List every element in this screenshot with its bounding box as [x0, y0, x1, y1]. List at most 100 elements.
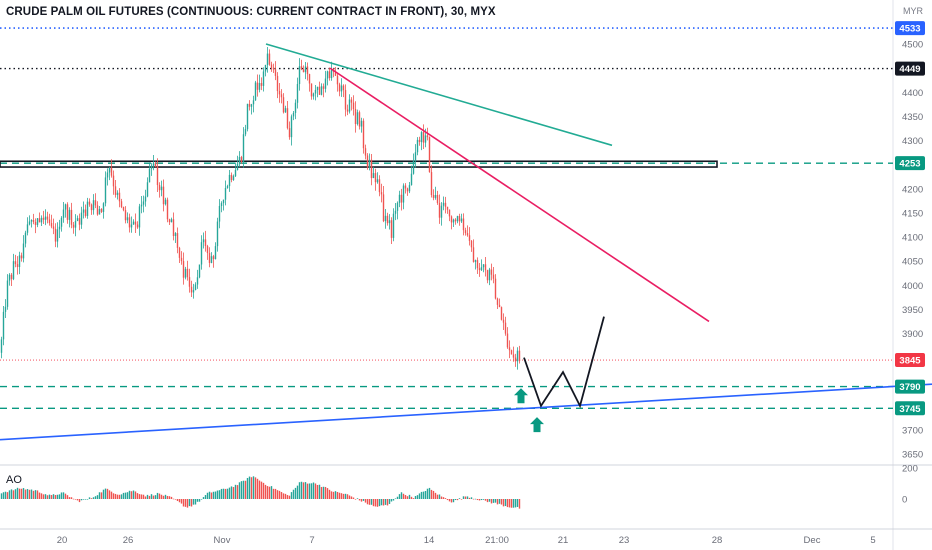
- candlestick: [170, 217, 173, 223]
- candle-body: [136, 224, 139, 228]
- candle-body: [402, 185, 405, 203]
- candle-body: [416, 139, 419, 153]
- ao-bar: [326, 488, 329, 499]
- ao-bar: [490, 499, 493, 504]
- candle-body: [252, 100, 255, 105]
- candle-body: [266, 53, 269, 66]
- candlestick: [450, 215, 453, 230]
- ao-bar: [402, 493, 405, 499]
- candle-body: [430, 172, 433, 195]
- candle-body: [150, 165, 153, 169]
- ao-bar: [142, 494, 145, 499]
- ao-bar: [392, 499, 395, 501]
- candle-body: [180, 257, 183, 262]
- ao-bar: [194, 499, 197, 505]
- ao-bar: [504, 499, 507, 507]
- ao-bar: [56, 494, 59, 499]
- ao-bar: [488, 499, 491, 502]
- candle-body: [514, 357, 517, 362]
- candlestick: [282, 93, 285, 114]
- ao-bar: [370, 499, 373, 505]
- candle-body: [286, 108, 289, 129]
- ao-bar: [348, 495, 351, 499]
- chart-title: CRUDE PALM OIL FUTURES (CONTINUOUS: CURR…: [6, 6, 496, 18]
- candle-body: [406, 188, 409, 192]
- candle-body: [190, 286, 193, 293]
- candlestick: [130, 216, 133, 233]
- candlestick: [340, 78, 343, 97]
- ao-bar: [132, 490, 135, 499]
- ao-bar: [68, 497, 71, 499]
- candle-body: [222, 199, 225, 204]
- candlestick: [86, 197, 89, 219]
- ao-bar: [74, 499, 77, 500]
- ao-bar: [138, 494, 141, 499]
- candlestick: [258, 74, 261, 93]
- ao-bar: [22, 488, 25, 499]
- ao-bar: [464, 496, 467, 499]
- candlestick: [58, 219, 61, 238]
- ao-bar: [270, 486, 273, 499]
- candle-body: [48, 219, 51, 224]
- candlestick: [458, 213, 461, 226]
- ao-indicator-label[interactable]: AO: [6, 474, 22, 486]
- ao-bar: [66, 495, 69, 499]
- candlestick: [82, 201, 85, 219]
- ao-bar: [38, 492, 41, 499]
- candlestick: [208, 247, 211, 268]
- ao-bar: [498, 499, 501, 504]
- candle-body: [366, 155, 369, 168]
- candlestick: [446, 206, 449, 214]
- candle-body: [228, 174, 231, 187]
- candle-body: [170, 219, 173, 223]
- candle-body: [398, 194, 401, 203]
- candlestick: [410, 165, 413, 186]
- candle-body: [470, 240, 473, 248]
- ao-bar: [232, 487, 235, 499]
- candle-body: [310, 83, 313, 97]
- ao-bar: [458, 498, 461, 499]
- candlestick: [342, 84, 345, 98]
- ao-bar: [442, 497, 445, 499]
- candle-body: [386, 215, 389, 224]
- candlestick: [432, 189, 435, 201]
- ao-bar: [226, 488, 229, 499]
- ao-bar: [160, 494, 163, 499]
- candlestick: [180, 251, 183, 265]
- candlestick: [512, 346, 515, 362]
- ao-bar: [214, 491, 217, 499]
- ao-bar: [182, 499, 185, 507]
- trendlines[interactable]: [0, 43, 932, 441]
- ao-bar: [118, 494, 121, 499]
- candle-body: [42, 217, 45, 220]
- candle-body: [28, 221, 31, 225]
- candlestick: [178, 246, 181, 263]
- candlestick: [312, 92, 315, 100]
- ao-bar: [202, 497, 205, 499]
- candlestick: [420, 131, 423, 151]
- candle-body: [480, 267, 483, 271]
- candle-body: [244, 129, 247, 135]
- ao-bar: [452, 499, 455, 503]
- candlestick: [372, 166, 375, 179]
- candle-body: [188, 277, 191, 287]
- candle-body: [472, 247, 475, 262]
- candlestick: [174, 232, 177, 244]
- candlestick: [12, 253, 15, 281]
- ao-bar: [264, 484, 267, 499]
- ao-bar: [116, 494, 119, 499]
- candle-body: [12, 261, 15, 280]
- candle-body: [272, 67, 275, 70]
- candle-body: [50, 223, 53, 227]
- candlestick: [416, 137, 419, 156]
- ao-bar: [2, 492, 5, 499]
- candlestick: [326, 70, 329, 86]
- ao-bar: [86, 499, 89, 500]
- candle-body: [174, 233, 177, 236]
- ao-bar: [260, 481, 263, 499]
- ao-bar: [382, 499, 385, 506]
- candlestick: [344, 84, 347, 117]
- ao-bar: [294, 487, 297, 499]
- candlestick: [392, 208, 395, 242]
